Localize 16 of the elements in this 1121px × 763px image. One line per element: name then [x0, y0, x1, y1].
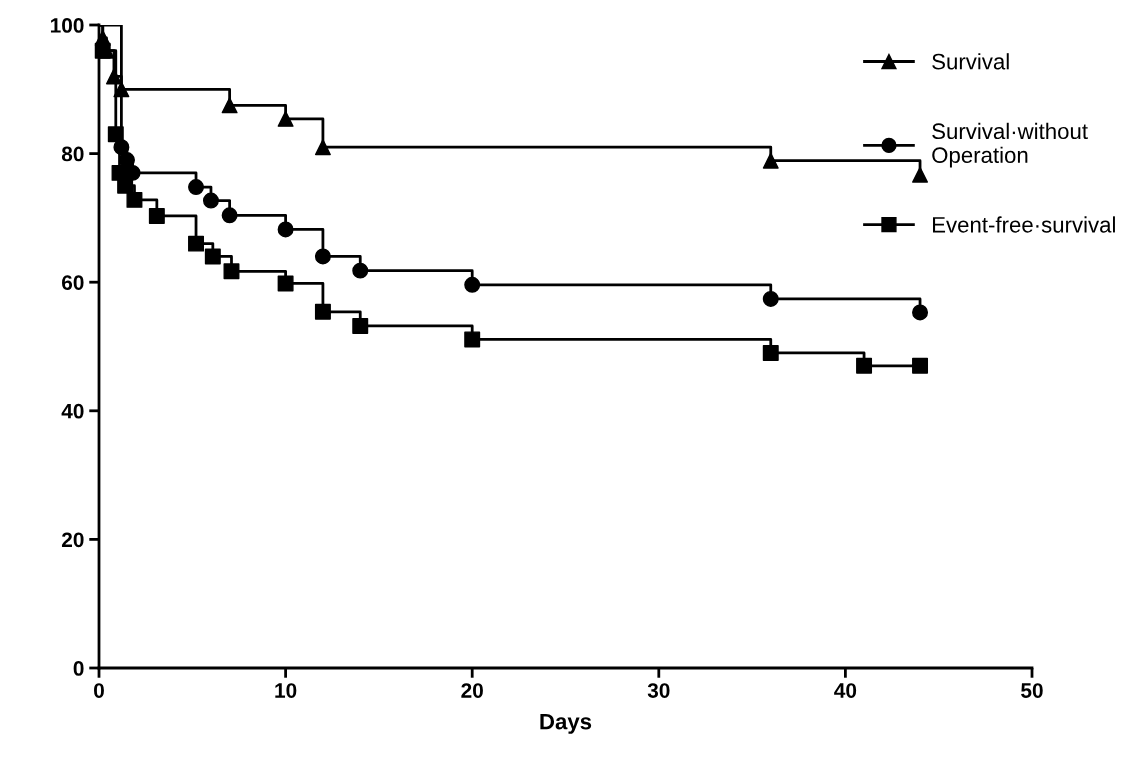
y-tick-label: 40	[61, 403, 84, 419]
y-tick-label: 80	[61, 146, 84, 162]
x-tick-label: 30	[647, 683, 670, 698]
x-tick-label: 10	[275, 683, 297, 698]
x-tick-label: 40	[834, 683, 857, 698]
y-tick-label: 60	[62, 275, 84, 290]
x-tick-label: 0	[94, 683, 104, 698]
y-tick-label: 0	[73, 661, 84, 676]
y-tick-label: 20	[61, 532, 84, 548]
legend-label: Event-free·survival	[933, 216, 1115, 233]
x-axis-title: Days	[540, 713, 592, 734]
legend-label: Survival	[932, 53, 1009, 70]
x-tick-label: 50	[1021, 683, 1043, 698]
legend-label: Survival·without Operation	[932, 122, 1088, 168]
y-tick-label: 100	[50, 18, 84, 33]
x-tick-label: 20	[461, 683, 483, 698]
